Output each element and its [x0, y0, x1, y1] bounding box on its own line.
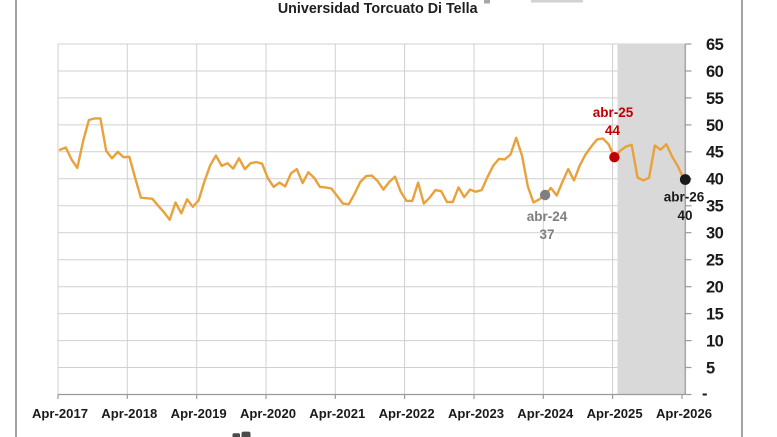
svg-text:Apr-2018: Apr-2018 — [101, 406, 157, 421]
svg-text:30: 30 — [706, 225, 724, 243]
svg-text:abr-26: abr-26 — [664, 189, 705, 204]
svg-text:44: 44 — [605, 123, 621, 138]
svg-text:Apr-2022: Apr-2022 — [379, 406, 435, 421]
svg-text:25: 25 — [706, 252, 724, 270]
svg-text:abr-25: abr-25 — [593, 105, 634, 120]
svg-text:45: 45 — [706, 144, 724, 162]
svg-text:37: 37 — [539, 227, 554, 242]
svg-text:Apr-2020: Apr-2020 — [240, 406, 296, 421]
svg-text:15: 15 — [706, 306, 724, 324]
svg-text:35: 35 — [706, 198, 724, 216]
svg-text:40: 40 — [677, 208, 692, 223]
svg-text:Apr-2021: Apr-2021 — [309, 406, 365, 421]
svg-text:Apr-2019: Apr-2019 — [171, 406, 227, 421]
svg-text:Apr-2023: Apr-2023 — [448, 406, 504, 421]
svg-text:-: - — [702, 385, 707, 403]
svg-text:10: 10 — [706, 333, 724, 351]
svg-text:40: 40 — [706, 171, 724, 189]
svg-text:5: 5 — [706, 359, 715, 377]
svg-text:Apr-2017: Apr-2017 — [32, 406, 88, 421]
svg-text:Apr-2024: Apr-2024 — [517, 406, 574, 421]
svg-text:55: 55 — [706, 90, 724, 108]
svg-text:20: 20 — [706, 279, 724, 297]
svg-text:65: 65 — [706, 36, 724, 54]
svg-text:abr-24: abr-24 — [527, 209, 568, 224]
svg-text:50: 50 — [706, 117, 724, 135]
svg-text:60: 60 — [706, 63, 724, 81]
svg-text:Apr-2025: Apr-2025 — [587, 406, 643, 421]
svg-text:Apr-2026: Apr-2026 — [656, 406, 712, 421]
